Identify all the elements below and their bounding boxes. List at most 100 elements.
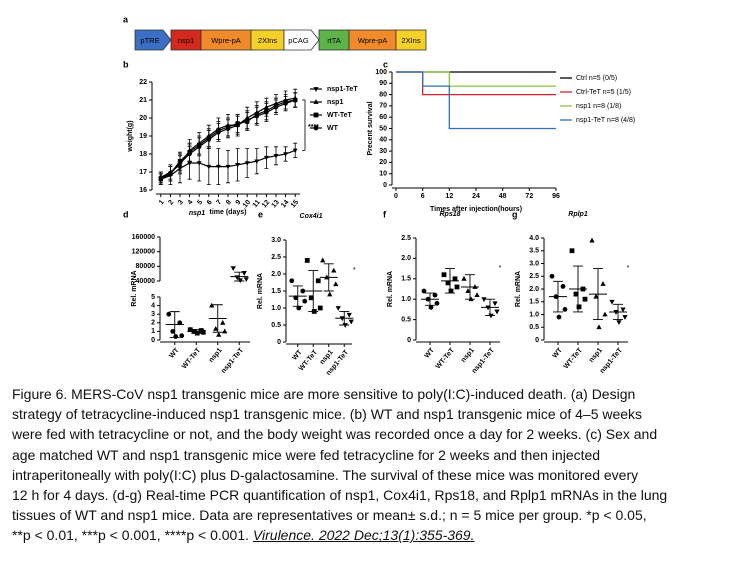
x-tick-label: WT-TeT (435, 346, 457, 370)
data-point (264, 110, 269, 115)
data-point (292, 148, 298, 154)
data-point (243, 277, 249, 283)
x-axis-title: Times after injection(hours) (430, 206, 522, 213)
data-point (206, 164, 212, 170)
data-point (216, 331, 222, 337)
gene-box (395, 29, 427, 51)
legend-marker (313, 87, 319, 92)
y-tick-label: 2.5 (529, 273, 539, 280)
data-point (492, 301, 498, 307)
data-point (213, 325, 219, 331)
sd-bar (593, 268, 603, 321)
data-point (602, 311, 608, 317)
y-axis-title: Precent survival (367, 101, 374, 155)
data-point (170, 329, 176, 334)
y-tick-label: 70 (379, 103, 387, 110)
y-tick-label: 0 (535, 337, 539, 344)
data-point (216, 130, 221, 135)
y-tick-label: 3.5 (529, 248, 539, 255)
panel-label: a (123, 14, 129, 24)
caption-line: intraperitoneally with poly(I:C) plus D-… (12, 465, 667, 485)
data-point (283, 101, 288, 106)
data-point (428, 304, 434, 310)
data-point (296, 305, 302, 311)
sd-bar (323, 263, 334, 292)
x-tick-label: 12 (445, 193, 453, 200)
promoter-arrow (134, 29, 172, 51)
legend-label: nsp1 (327, 99, 343, 106)
citation[interactable]: Virulence. 2022 Dec;13(1):355-369. (252, 527, 475, 544)
data-point (468, 296, 474, 302)
panel-title: Rps18 (439, 211, 460, 218)
annotation: * (353, 267, 356, 274)
sd-bar (169, 311, 180, 338)
data-point (441, 272, 447, 278)
data-point (289, 278, 295, 284)
data-point (215, 164, 221, 170)
y-axis-title: Rel. mRNA (257, 273, 264, 309)
construct-part-label: pCAG (288, 36, 309, 45)
annotation: **** (308, 124, 319, 131)
y-tick-label: 5 (151, 294, 155, 301)
promoter-arrow (283, 29, 320, 51)
data-point (197, 144, 202, 149)
annotation: * (627, 265, 630, 272)
y-tick-label: 1 (151, 328, 155, 335)
x-tick-label: 7 (215, 199, 223, 207)
y-tick-label: 3.0 (529, 260, 539, 267)
panel-label: d (123, 209, 129, 219)
data-point (600, 281, 606, 286)
data-point (562, 307, 568, 312)
y-axis-title: Rel. mRNA (515, 271, 522, 307)
data-point (315, 278, 321, 284)
caption-text: Figure 6. MERS-CoV nsp1 transgenic mice … (12, 386, 636, 402)
y-tick-label: 16 (139, 187, 147, 194)
data-point (445, 280, 451, 286)
y-tick-label: 2 (151, 320, 155, 327)
data-point (465, 288, 471, 293)
data-point (461, 275, 467, 281)
legend-label: WT-TeT (327, 112, 352, 119)
data-point (209, 302, 215, 308)
data-point (283, 152, 289, 157)
x-tick-label: 48 (499, 193, 507, 200)
y-axis-title: weight(g) (127, 120, 134, 152)
data-point (235, 163, 241, 168)
y-tick-label: 120000 (132, 249, 155, 256)
legend-marker (313, 99, 319, 104)
panel-label: g (512, 209, 518, 219)
survival-curve (396, 71, 556, 87)
y-tick-label: 22 (139, 79, 147, 86)
y-tick-label: 40 (379, 137, 387, 144)
caption-text: strategy of tetracycline-induced nsp1 tr… (12, 406, 643, 423)
x-tick-label: 6 (421, 193, 425, 200)
sd-bar (445, 268, 455, 294)
data-point (254, 159, 260, 164)
data-point (302, 298, 308, 304)
x-tick-label: WT-TeT (181, 346, 203, 370)
y-tick-label: 1.0 (271, 305, 281, 312)
data-point (320, 257, 326, 263)
y-tick-label: 90 (379, 80, 387, 87)
legend-label: nsp1-TeT n=8 (4/8) (576, 117, 635, 124)
x-tick-label: 5 (196, 199, 204, 207)
construct-part-label: 2XIns (258, 36, 277, 45)
x-tick-label: WT-TeT (563, 346, 585, 370)
y-tick-label: 0.5 (271, 322, 281, 329)
data-point (327, 291, 333, 297)
y-tick-label: 2.5 (271, 254, 281, 261)
x-tick-label: 2 (167, 199, 175, 207)
panel-label: b (123, 59, 129, 69)
x-tick-label: 8 (225, 199, 233, 207)
construct-part-label: rtTA (327, 36, 341, 45)
data-point (200, 329, 206, 335)
x-tick-label: 96 (552, 193, 560, 200)
caption-line: Figure 6. MERS-CoV nsp1 transgenic mice … (12, 384, 667, 404)
y-tick-label: 50 (379, 125, 387, 132)
legend-marker (313, 112, 319, 118)
y-tick-label: 20 (379, 159, 387, 166)
data-point (452, 276, 458, 282)
data-point (244, 161, 250, 166)
y-tick-label: 0 (277, 339, 281, 346)
data-point (488, 313, 494, 319)
